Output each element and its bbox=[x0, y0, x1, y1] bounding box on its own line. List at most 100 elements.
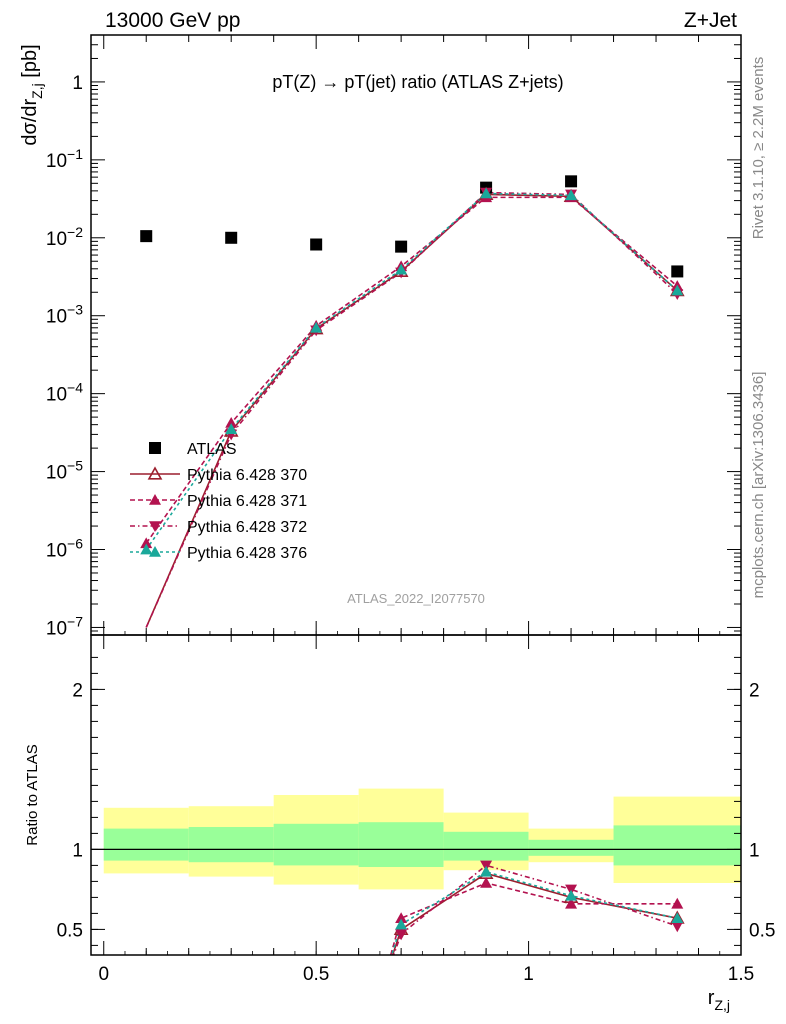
ratio-line-p376 bbox=[390, 870, 678, 955]
tick-label-base: 10 bbox=[46, 541, 67, 562]
legend: ATLAS Pythia 6.428 370 Pythia 6.428 371 Pyt… bbox=[130, 441, 307, 562]
data-point-p376 bbox=[480, 187, 493, 199]
legend-marker-p371 bbox=[149, 494, 161, 505]
ratio-point-p371 bbox=[565, 897, 578, 909]
data-point-data bbox=[225, 231, 238, 244]
xlabel-main-part: r bbox=[708, 987, 715, 1009]
chart-title: pT(Z) → pT(jet) ratio (ATLAS Z+jets) bbox=[272, 72, 563, 92]
main-panel: 110−110−210−310−410−510−610−7 pT(Z) → pT… bbox=[19, 34, 742, 640]
legend-label-p376: Pythia 6.428 376 bbox=[187, 545, 307, 562]
data-point-data bbox=[140, 230, 153, 243]
main-y-tick-label: 1 bbox=[72, 73, 83, 94]
ylabel-unit: [pb] bbox=[19, 44, 41, 83]
data-point-data bbox=[310, 238, 323, 251]
data-point-p376 bbox=[565, 189, 578, 201]
ratio-point-p376 bbox=[565, 889, 578, 901]
main-y-tick-label: 10−7 bbox=[46, 613, 83, 639]
data-point-p376 bbox=[225, 423, 238, 434]
legend-label-data: ATLAS bbox=[187, 441, 237, 458]
legend-marker-data bbox=[149, 442, 161, 454]
tick-label-base: 10 bbox=[46, 463, 67, 484]
tick-label-exponent: −5 bbox=[67, 458, 83, 474]
ratio-y-tick-label: 0.5 bbox=[57, 920, 83, 941]
data-point-p376 bbox=[395, 263, 408, 275]
tick-label-exponent: −7 bbox=[67, 613, 83, 629]
main-series-lines bbox=[145, 191, 678, 628]
ratio-panel: 0.5 0.5 1 1 2 2 0 0.5 1 1.5 Ratio to ATLAS rZ,j bbox=[24, 634, 776, 1013]
analysis-watermark: ATLAS_2022_I2077570 bbox=[347, 591, 485, 606]
ratio-point-p376 bbox=[480, 865, 493, 877]
x-tick-label: 0.5 bbox=[303, 964, 329, 985]
ratio-frame bbox=[90, 634, 742, 956]
tick-label-exponent: −2 bbox=[67, 224, 83, 240]
legend-label-p371: Pythia 6.428 371 bbox=[187, 493, 307, 510]
x-axis-label: rZ,j bbox=[708, 987, 730, 1013]
ratio-point-p376 bbox=[395, 918, 408, 930]
ratio-y-axis-label: Ratio to ATLAS bbox=[24, 744, 41, 845]
ratio-tick-labels: 0.5 0.5 1 1 2 2 0 0.5 1 1.5 bbox=[57, 680, 776, 985]
band-inner bbox=[188, 827, 274, 863]
band-inner bbox=[443, 831, 529, 861]
rivet-version-label: Rivet 3.1.10, ≥ 2.2M events bbox=[750, 57, 767, 240]
ratio-y-tick-label-right: 0.5 bbox=[749, 920, 775, 941]
header-energy-label: 13000 GeV pp bbox=[105, 9, 240, 32]
ratio-series-markers bbox=[393, 860, 685, 941]
data-point-p371 bbox=[225, 417, 238, 428]
band-inner bbox=[613, 825, 741, 866]
x-tick-label: 1.5 bbox=[728, 964, 754, 985]
header-process-label: Z+Jet bbox=[684, 9, 737, 32]
main-y-tick-label: 10−1 bbox=[46, 146, 83, 172]
series-line-p371 bbox=[145, 196, 678, 544]
tick-label-base: 10 bbox=[46, 307, 67, 328]
xlabel-subscript: Z,j bbox=[714, 997, 730, 1013]
data-point-p376 bbox=[310, 321, 323, 333]
ratio-point-p372 bbox=[671, 921, 684, 933]
data-point-data bbox=[671, 265, 684, 278]
ylabel-main-part: dσ/dr bbox=[19, 99, 41, 146]
band-inner bbox=[273, 823, 359, 866]
x-tick-label: 0 bbox=[98, 964, 109, 985]
ratio-y-tick-label: 1 bbox=[72, 840, 83, 861]
tick-label-exponent: −1 bbox=[67, 146, 83, 162]
ylabel-subscript: Z,j bbox=[29, 83, 45, 99]
ratio-y-tick-label-right: 1 bbox=[749, 840, 760, 861]
tick-label-base: 10 bbox=[46, 618, 67, 639]
data-point-data bbox=[395, 240, 408, 253]
tick-label-exponent: −4 bbox=[67, 380, 83, 396]
ratio-point-p371 bbox=[395, 912, 408, 923]
legend-marker-p376 bbox=[149, 546, 161, 557]
main-y-axis-label: dσ/drZ,j [pb] bbox=[19, 44, 45, 145]
ratio-y-tick-label: 2 bbox=[72, 680, 83, 701]
data-point-p371 bbox=[140, 537, 153, 549]
tick-label-exponent: −6 bbox=[67, 536, 83, 552]
main-y-tick-label: 10−2 bbox=[46, 224, 83, 250]
main-y-tick-label: 10−6 bbox=[46, 536, 83, 562]
main-y-tick-labels: 110−110−210−310−410−510−610−7 bbox=[46, 73, 83, 640]
ratio-point-p371 bbox=[480, 877, 493, 888]
legend-label-p370: Pythia 6.428 370 bbox=[187, 467, 307, 484]
data-point-data bbox=[565, 175, 578, 188]
data-point-p376 bbox=[671, 284, 684, 296]
x-tick-label: 1 bbox=[523, 964, 534, 985]
band-inner bbox=[528, 839, 614, 856]
tick-label-exponent: −3 bbox=[67, 302, 83, 318]
tick-label-base: 10 bbox=[46, 385, 67, 406]
ratio-point-p372 bbox=[395, 929, 408, 941]
tick-label-base: 10 bbox=[46, 151, 67, 172]
ratio-point-p371 bbox=[671, 897, 684, 909]
main-y-tick-label: 10−4 bbox=[46, 380, 83, 406]
ratio-y-tick-label-right: 2 bbox=[749, 680, 760, 701]
tick-label-base: 10 bbox=[46, 229, 67, 250]
band-inner bbox=[358, 822, 444, 867]
main-y-tick-label: 10−3 bbox=[46, 302, 83, 328]
ratio-line-p372 bbox=[392, 864, 678, 955]
legend-marker-p372 bbox=[149, 521, 161, 532]
legend-label-p372: Pythia 6.428 372 bbox=[187, 519, 307, 536]
band-inner bbox=[103, 828, 189, 861]
legend-marker-p370 bbox=[147, 466, 163, 480]
ratio-uncertainty-bands bbox=[103, 788, 741, 890]
ratio-point-p376 bbox=[671, 912, 684, 923]
main-y-tick-label: 10−5 bbox=[46, 458, 83, 484]
mcplots-label: mcplots.cern.ch [arXiv:1306.3436] bbox=[750, 372, 767, 599]
